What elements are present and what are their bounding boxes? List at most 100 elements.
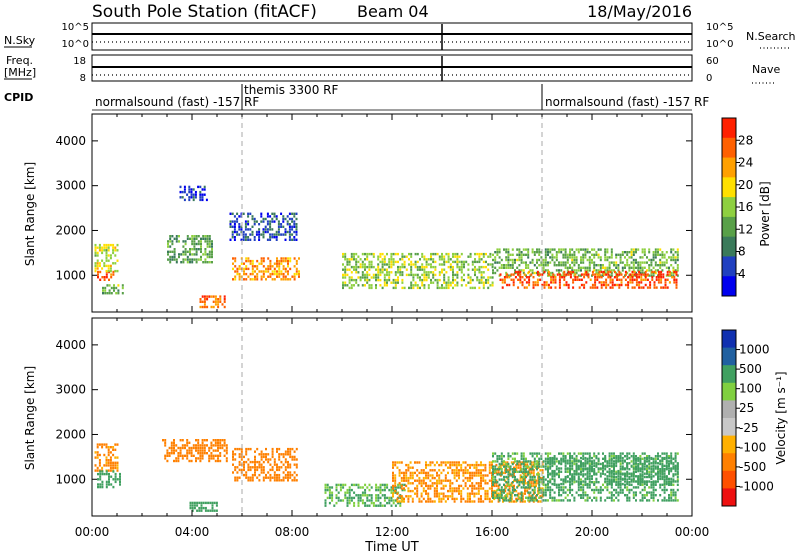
- heatmap-cell: [107, 259, 110, 262]
- heatmap-cell: [539, 469, 542, 472]
- heatmap-cell: [447, 252, 450, 256]
- heatmap-cell: [233, 238, 236, 241]
- heatmap-cell: [518, 251, 521, 254]
- heatmap-cell: [96, 451, 99, 454]
- heatmap-cell: [501, 281, 504, 284]
- heatmap-cell: [265, 270, 267, 273]
- heatmap-cell: [477, 487, 480, 490]
- heatmap-cell: [571, 456, 574, 460]
- heatmap-cell: [258, 230, 261, 234]
- heatmap-cell: [582, 488, 585, 492]
- heatmap-cell: [113, 284, 115, 287]
- heatmap-cell: [436, 474, 438, 477]
- heatmap-cell: [467, 276, 470, 279]
- heatmap-cell: [538, 460, 541, 463]
- heatmap-cell: [260, 275, 263, 278]
- heatmap-cell: [492, 494, 494, 497]
- heatmap-cell: [471, 489, 474, 493]
- heatmap-cell: [298, 270, 300, 273]
- heatmap-cell: [383, 486, 386, 489]
- heatmap-cell: [632, 266, 635, 269]
- heatmap-cell: [632, 264, 635, 267]
- heatmap-cell: [566, 499, 569, 502]
- heatmap-cell: [580, 256, 582, 259]
- heatmap-cell: [529, 478, 532, 481]
- heatmap-cell: [282, 220, 285, 223]
- heatmap-cell: [280, 225, 283, 228]
- heatmap-cell: [672, 465, 675, 468]
- heatmap-cell: [449, 489, 452, 493]
- heatmap-cell: [214, 303, 217, 306]
- heatmap-cell: [577, 472, 580, 475]
- heatmap-cell: [188, 446, 191, 450]
- heatmap-cell: [223, 298, 226, 301]
- heatmap-cell: [565, 281, 568, 284]
- heatmap-cell: [496, 253, 499, 256]
- heatmap-cell: [674, 464, 677, 468]
- heatmap-cell: [103, 276, 106, 279]
- heatmap-cell: [247, 476, 250, 479]
- ytick-label: 2000: [55, 223, 86, 237]
- heatmap-cell: [657, 462, 659, 465]
- heatmap-cell: [267, 453, 270, 456]
- heatmap-cell: [571, 248, 574, 251]
- heatmap-cell: [383, 281, 386, 284]
- heatmap-cell: [506, 495, 509, 498]
- heatmap-cell: [491, 284, 494, 287]
- heatmap-cell: [366, 281, 369, 284]
- heatmap-cell: [463, 273, 465, 277]
- heatmap-cell: [652, 266, 655, 269]
- heatmap-cell: [186, 449, 189, 452]
- heatmap-cell: [602, 283, 605, 287]
- heatmap-cell: [624, 477, 626, 481]
- heatmap-cell: [346, 268, 349, 271]
- heatmap-cell: [455, 474, 458, 477]
- heatmap-cell: [637, 467, 640, 470]
- heatmap-cell: [173, 258, 176, 261]
- heatmap-cell: [585, 270, 588, 274]
- heatmap-cell: [595, 499, 598, 502]
- heatmap-cell: [273, 220, 276, 223]
- heatmap-cell: [637, 486, 640, 489]
- heatmap-cell: [295, 262, 298, 265]
- heatmap-cell: [663, 468, 666, 471]
- heatmap-cell: [553, 264, 556, 267]
- heatmap-cell: [441, 255, 443, 258]
- heatmap-cell: [434, 268, 437, 271]
- heatmap-cell: [549, 494, 552, 497]
- heatmap-cell: [551, 464, 554, 468]
- heatmap-cell: [514, 452, 516, 455]
- heatmap-cell: [613, 488, 615, 492]
- heatmap-cell: [573, 499, 576, 502]
- heatmap-cell: [217, 305, 220, 309]
- heatmap-cell: [183, 198, 186, 202]
- heatmap-cell: [109, 464, 112, 467]
- heatmap-cell: [204, 509, 207, 512]
- heatmap-cell: [94, 451, 97, 454]
- heatmap-cell: [663, 486, 666, 489]
- heatmap-cell: [494, 491, 497, 494]
- heatmap-cell: [627, 281, 630, 284]
- heatmap-cell: [377, 486, 380, 489]
- heatmap-cell: [353, 491, 356, 494]
- heatmap-cell: [295, 217, 298, 221]
- heatmap-cell: [661, 475, 664, 479]
- heatmap-cell: [562, 478, 565, 481]
- heatmap-cell: [664, 286, 667, 289]
- heatmap-cell: [648, 491, 651, 494]
- heatmap-cell: [375, 268, 377, 271]
- colorbar-tick-label: 500: [739, 362, 762, 376]
- heatmap-cell: [518, 481, 521, 484]
- heatmap-cell: [643, 465, 646, 468]
- heatmap-cell: [206, 298, 209, 301]
- heatmap-cell: [208, 245, 211, 248]
- heatmap-cell: [503, 465, 505, 468]
- heatmap-cell: [674, 455, 677, 458]
- heatmap-cell: [260, 270, 263, 273]
- heatmap-cell: [383, 284, 386, 287]
- heatmap-cell: [458, 474, 460, 477]
- heatmap-cell: [569, 469, 571, 473]
- heatmap-cell: [663, 256, 666, 259]
- heatmap-cell: [670, 274, 673, 277]
